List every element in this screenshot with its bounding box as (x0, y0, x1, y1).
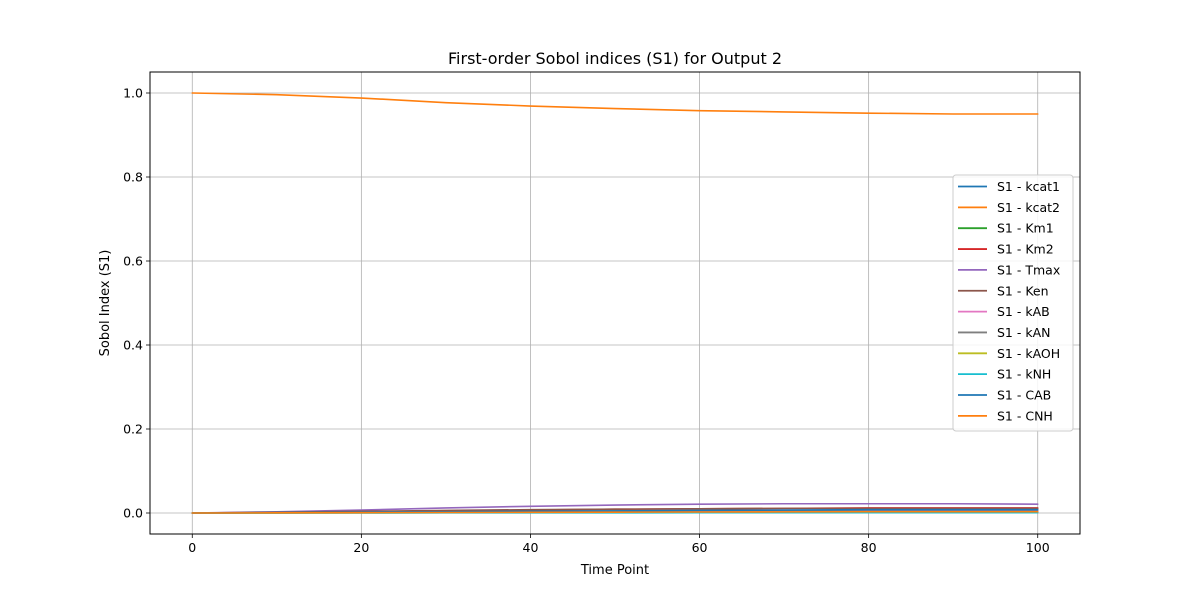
legend-label-knh: S1 - kNH (997, 367, 1051, 382)
series-line-kcat2 (191, 92, 1039, 115)
legend-label-km1: S1 - Km1 (997, 221, 1054, 236)
x-tick-label: 80 (861, 540, 877, 555)
y-tick-label: 0.0 (123, 506, 143, 521)
x-tick-label: 100 (1026, 540, 1050, 555)
x-tick-label: 20 (353, 540, 369, 555)
series-line-tmax (191, 502, 1039, 514)
legend-label-kcat1: S1 - kcat1 (997, 179, 1060, 194)
series-lines (191, 92, 1039, 514)
legend: S1 - kcat1 S1 - kcat2 S1 - Km1 S1 - Km2 S1 -… (952, 174, 1074, 432)
legend-label-kab: S1 - kAB (997, 304, 1050, 319)
legend-label-ken: S1 - Ken (997, 283, 1049, 298)
legend-label-kan: S1 - kAN (997, 325, 1051, 340)
series-line-cnh (191, 510, 1039, 514)
legend-label-cnh: S1 - CNH (997, 408, 1053, 423)
x-tick-label: 0 (188, 540, 196, 555)
y-tick-label: 0.4 (123, 338, 143, 353)
legend-label-tmax: S1 - Tmax (997, 262, 1060, 277)
legend-label-kaoh: S1 - kAOH (997, 346, 1060, 361)
y-tick-label: 1.0 (123, 86, 143, 101)
plot-frame (149, 71, 1081, 535)
x-axis: 0 20 40 60 80 100 (188, 534, 1050, 555)
y-axis: 0.0 0.2 0.4 0.6 0.8 1.0 (123, 86, 150, 521)
legend-label-cab: S1 - CAB (997, 388, 1051, 403)
x-tick-label: 40 (523, 540, 539, 555)
legend-box (952, 174, 1074, 432)
chart-title: First-order Sobol indices (S1) for Outpu… (448, 49, 782, 68)
y-tick-label: 0.2 (123, 422, 143, 437)
x-tick-label: 60 (692, 540, 708, 555)
y-tick-label: 0.8 (123, 170, 143, 185)
legend-label-km2: S1 - Km2 (997, 242, 1054, 257)
y-axis-label: Sobol Index (S1) (98, 250, 113, 357)
y-tick-label: 0.6 (123, 254, 143, 269)
x-axis-label: Time Point (580, 563, 649, 578)
legend-label-kcat2: S1 - kcat2 (997, 200, 1060, 215)
